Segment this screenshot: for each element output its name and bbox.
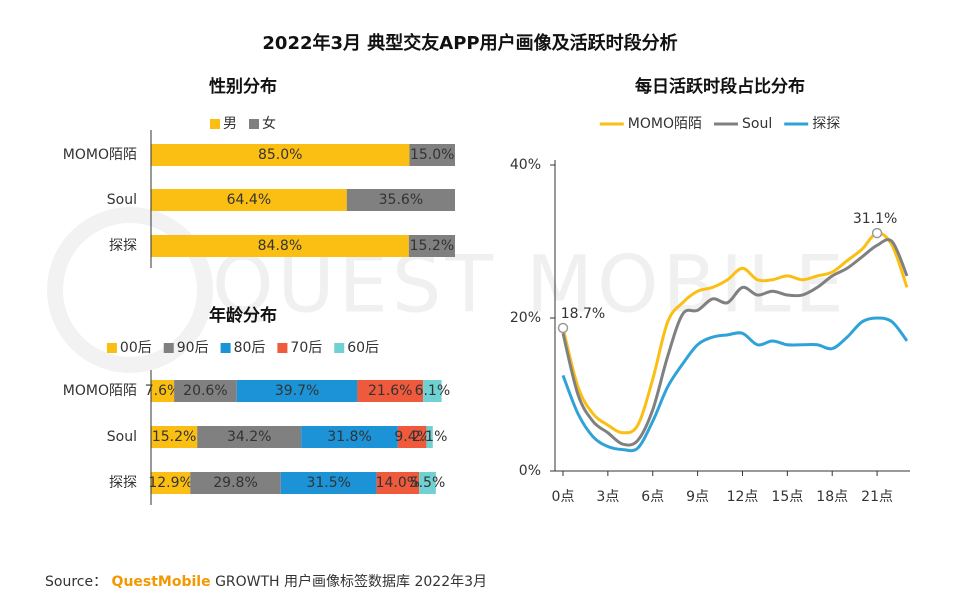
legend-swatch xyxy=(249,119,259,129)
value-label: 31.8% xyxy=(327,429,371,445)
bar-segment xyxy=(426,426,433,448)
point-marker xyxy=(871,227,883,239)
value-label: 39.7% xyxy=(275,383,319,399)
series-line xyxy=(561,316,909,453)
x-tick-label: 15点 xyxy=(771,489,803,505)
value-label: 84.8% xyxy=(258,238,302,254)
bar-segment xyxy=(151,189,347,211)
bar-segment xyxy=(376,472,420,494)
value-label: 2.1% xyxy=(412,429,448,445)
legend-swatch xyxy=(277,343,288,353)
bar-segment xyxy=(280,472,377,494)
bar-segment xyxy=(397,426,427,448)
value-label: 21.6% xyxy=(368,383,412,399)
y-tick-label: 0% xyxy=(519,463,541,479)
category-label: 探探 xyxy=(109,238,137,254)
point-marker xyxy=(557,322,569,334)
bar-segment xyxy=(151,472,191,494)
bar-segment xyxy=(408,235,455,257)
legend-swatch xyxy=(163,343,174,353)
value-label: 15.2% xyxy=(152,429,196,445)
y-tick-label: 40% xyxy=(510,157,541,173)
value-label: 15.0% xyxy=(410,147,454,163)
x-tick-label: 21点 xyxy=(861,489,893,505)
legend-label: MOMO陌陌 xyxy=(628,116,702,132)
legend-swatch xyxy=(210,119,220,129)
series-line xyxy=(561,231,909,435)
value-label: 5.5% xyxy=(410,475,446,491)
legend-label: Soul xyxy=(742,116,772,132)
value-label: 85.0% xyxy=(258,147,302,163)
x-tick-label: 6点 xyxy=(641,489,664,505)
legend-swatch xyxy=(220,343,231,353)
legend-swatch xyxy=(106,343,117,353)
bar-segment xyxy=(151,426,198,448)
bar-segment xyxy=(423,380,442,402)
bar-segment xyxy=(151,144,410,166)
legend: 男女 xyxy=(210,115,276,132)
page-title: 2022年3月 典型交友APP用户画像及活跃时段分析 xyxy=(262,32,677,54)
legend: 00后 90后 80后 70后 60后 xyxy=(106,340,379,356)
bar-segment xyxy=(236,380,358,402)
source-label: Source： xyxy=(45,574,107,590)
legend-label: 女 xyxy=(262,115,276,132)
legend-label: 60后 xyxy=(347,340,379,356)
x-tick-label: 12点 xyxy=(727,489,759,505)
chart-title: 性别分布 xyxy=(209,76,277,97)
value-label: 29.8% xyxy=(213,475,257,491)
bar-segment xyxy=(409,144,455,166)
chart-title: 每日活跃时段占比分布 xyxy=(635,76,805,97)
watermark-logo xyxy=(47,207,213,373)
series-line xyxy=(561,238,909,447)
value-label: 6.1% xyxy=(415,383,451,399)
value-label: 31.1% xyxy=(853,211,897,227)
value-label: 9.4% xyxy=(394,429,430,445)
chart-title: 年龄分布 xyxy=(209,305,277,326)
value-label: 7.6% xyxy=(145,383,181,399)
value-label: 34.2% xyxy=(227,429,271,445)
bar-segment xyxy=(346,189,455,211)
value-label: 64.4% xyxy=(227,192,271,208)
value-label: 20.6% xyxy=(183,383,227,399)
x-tick-label: 9点 xyxy=(686,489,709,505)
legend: MOMO陌陌 Soul 探探 xyxy=(599,116,840,132)
legend-label: 男 xyxy=(223,116,237,132)
legend-label: 探探 xyxy=(812,116,840,132)
bar-segment xyxy=(357,380,424,402)
category-label: MOMO陌陌 xyxy=(63,147,137,163)
bar-segment xyxy=(197,426,302,448)
legend-label: 70后 xyxy=(290,340,322,356)
x-tick-label: 18点 xyxy=(816,489,848,505)
value-label: 12.9% xyxy=(148,475,192,491)
value-label: 14.0% xyxy=(376,475,420,491)
legend-swatch xyxy=(334,343,345,353)
bar-segment xyxy=(151,235,409,257)
bar-segment xyxy=(151,380,175,402)
category-label: Soul xyxy=(107,192,137,208)
value-label: 15.2% xyxy=(410,238,454,254)
bar-segment xyxy=(419,472,436,494)
bar-segment xyxy=(174,380,237,402)
value-label: 18.7% xyxy=(561,306,605,322)
legend-label: 90后 xyxy=(177,340,209,356)
category-label: Soul xyxy=(107,429,137,445)
legend-label: 80后 xyxy=(234,340,266,356)
bar-segment xyxy=(190,472,281,494)
source-brand: QuestMobile xyxy=(112,574,211,590)
value-label: 35.6% xyxy=(379,192,423,208)
value-label: 31.5% xyxy=(306,475,350,491)
source: Source： QuestMobile GROWTH 用户画像标签数据库 202… xyxy=(45,573,487,590)
bar-segment xyxy=(301,426,398,448)
source-text: GROWTH 用户画像标签数据库 2022年3月 xyxy=(215,573,487,590)
category-label: 探探 xyxy=(109,475,137,491)
x-tick-label: 3点 xyxy=(596,489,619,505)
x-tick-label: 0点 xyxy=(552,489,575,505)
legend-label: 00后 xyxy=(120,340,152,356)
y-tick-label: 20% xyxy=(510,310,541,326)
category-label: MOMO陌陌 xyxy=(63,383,137,399)
